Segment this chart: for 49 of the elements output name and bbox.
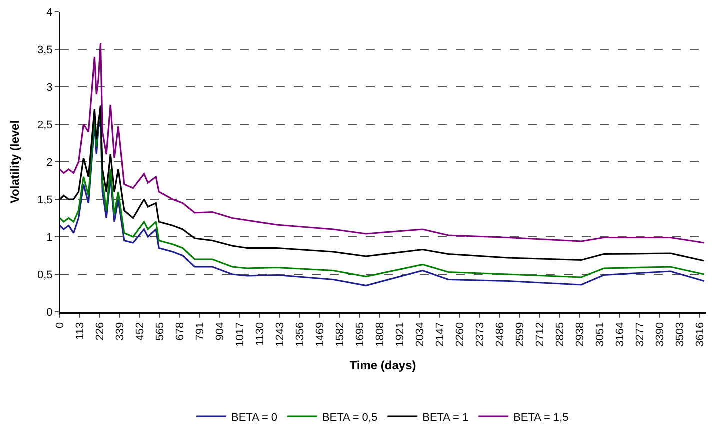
y-tick-label: 4 xyxy=(46,6,53,19)
legend-label: BETA = 0 xyxy=(232,412,278,424)
x-tick-label: 1582 xyxy=(334,322,347,347)
x-axis-title: Time (days) xyxy=(350,358,416,372)
y-axis-title: Volatility (level xyxy=(8,120,22,204)
x-tick-label: 452 xyxy=(134,322,147,341)
x-tick-label: 3390 xyxy=(654,322,667,347)
x-tick-label: 113 xyxy=(74,322,87,340)
x-tick-label: 3164 xyxy=(614,322,627,347)
y-tick-label: 0 xyxy=(46,306,53,319)
x-tick-label: 565 xyxy=(154,322,167,341)
x-tick-label: 3503 xyxy=(674,322,687,347)
y-tick-label: 1,5 xyxy=(38,194,53,206)
x-tick-label: 2712 xyxy=(534,322,547,347)
x-tick-label: 1695 xyxy=(354,322,367,347)
x-tick-label: 0 xyxy=(54,322,67,329)
legend-label: BETA = 0,5 xyxy=(322,412,378,424)
x-tick-label: 904 xyxy=(214,322,227,341)
y-tick-label: 2 xyxy=(46,156,53,169)
x-tick-label: 2486 xyxy=(494,322,507,347)
legend-label: BETA = 1 xyxy=(422,412,469,424)
x-tick-label: 1469 xyxy=(314,322,327,347)
x-tick-label: 2034 xyxy=(414,322,427,347)
y-tick-label: 2,5 xyxy=(38,119,53,132)
x-tick-label: 1130 xyxy=(254,322,267,346)
y-tick-label: 1 xyxy=(46,232,53,244)
x-tick-label: 1808 xyxy=(374,322,387,347)
x-tick-label: 1356 xyxy=(294,322,307,347)
y-tick-label: 0,5 xyxy=(38,269,53,282)
x-tick-label: 2599 xyxy=(514,322,527,347)
x-tick-label: 1243 xyxy=(274,322,287,347)
x-tick-label: 1921 xyxy=(394,322,407,347)
x-tick-label: 791 xyxy=(194,322,207,341)
x-tick-label: 3051 xyxy=(594,322,607,347)
x-tick-label: 1017 xyxy=(234,322,247,347)
x-tick-label: 226 xyxy=(94,322,107,341)
x-tick-label: 2147 xyxy=(434,322,447,347)
x-tick-label: 2260 xyxy=(454,322,467,347)
x-tick-label: 3277 xyxy=(634,322,647,347)
y-tick-label: 3,5 xyxy=(38,44,53,56)
x-tick-label: 2373 xyxy=(474,322,487,347)
x-tick-label: 2825 xyxy=(554,322,567,347)
y-tick-label: 3 xyxy=(46,82,53,94)
x-tick-label: 678 xyxy=(174,322,187,341)
legend-label: BETA = 1,5 xyxy=(514,412,569,424)
x-tick-label: 339 xyxy=(114,322,127,341)
x-tick-label: 2938 xyxy=(574,322,587,347)
line-series xyxy=(60,42,706,244)
x-tick-label: 3616 xyxy=(694,322,707,347)
